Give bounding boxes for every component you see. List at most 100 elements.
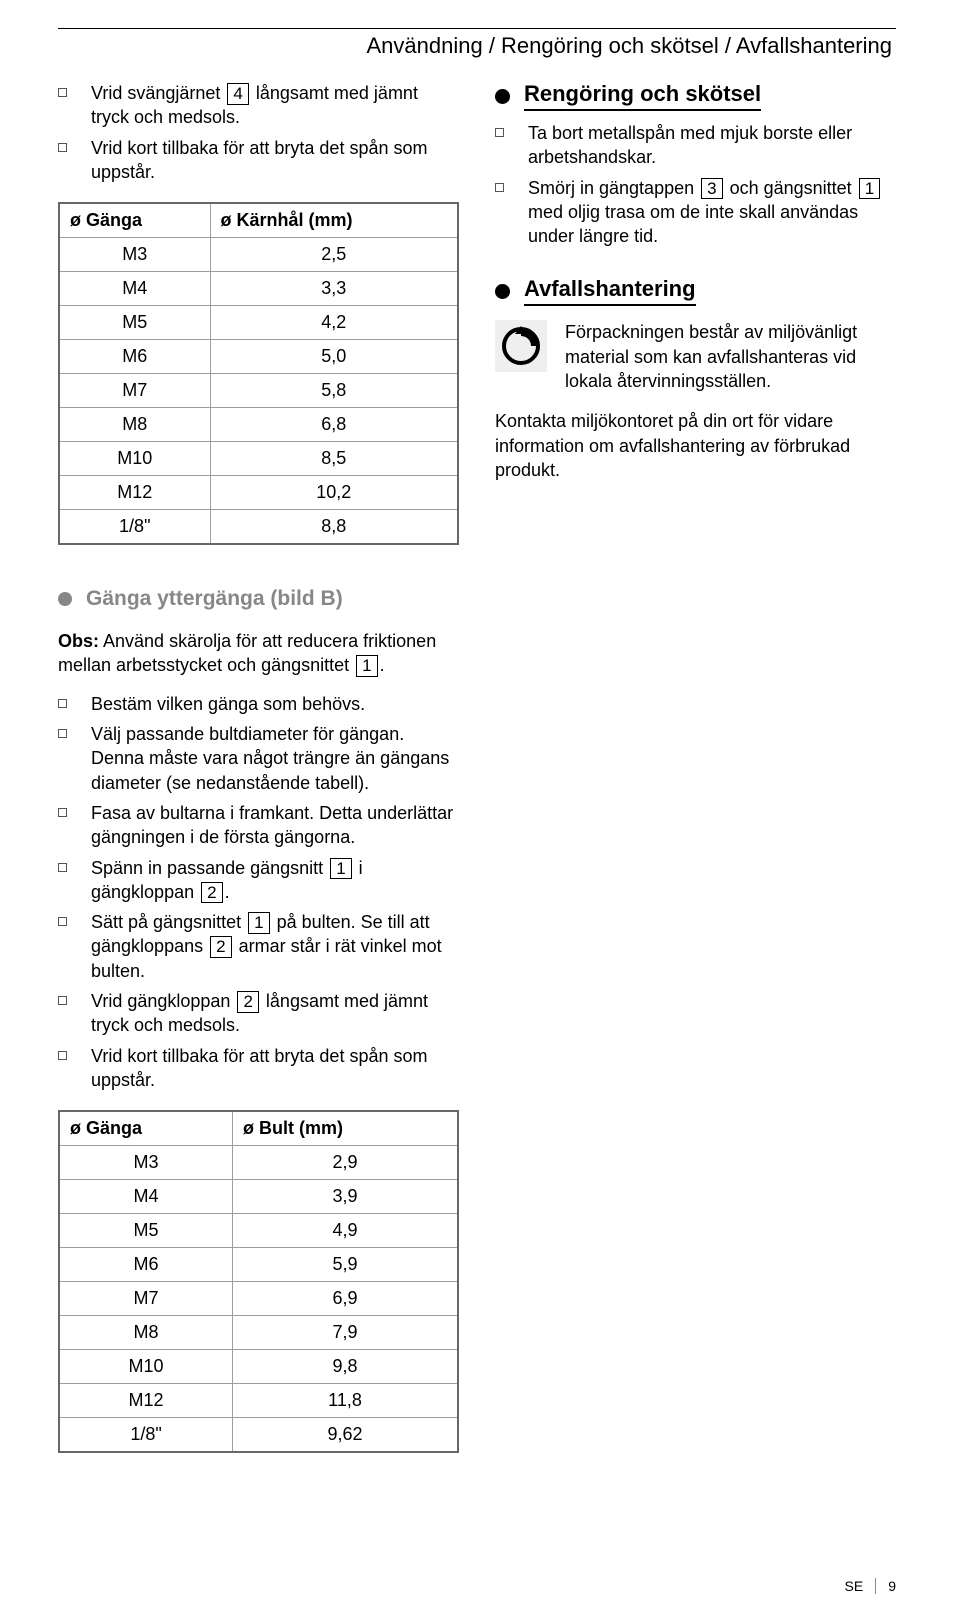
section-title-text: Avfallshantering (524, 276, 696, 306)
ref-box: 1 (330, 858, 351, 880)
table-cell: M8 (59, 408, 210, 442)
table-cell: M10 (59, 1350, 233, 1384)
table-header-cell: ø Bult (mm) (233, 1111, 458, 1146)
list-item-text: Bestäm vilken gänga som behövs. (91, 692, 459, 716)
table-cell: 1/8" (59, 1418, 233, 1453)
table-cell: M4 (59, 272, 210, 306)
table-cell: 6,9 (233, 1282, 458, 1316)
table-cell: 7,9 (233, 1316, 458, 1350)
list-item: Sätt på gängsnittet 1 på bulten. Se till… (58, 910, 459, 983)
list-item: Bestäm vilken gänga som behövs. (58, 692, 459, 716)
table-row: M87,9 (59, 1316, 458, 1350)
table-row: M108,5 (59, 442, 458, 476)
recycle-icon (495, 320, 547, 372)
table-cell: M4 (59, 1180, 233, 1214)
thread-core-hole-table: ø Gängaø Kärnhål (mm)M32,5M43,3M54,2M65,… (58, 202, 459, 545)
table-row: M1211,8 (59, 1384, 458, 1418)
table-header-cell: ø Gänga (59, 203, 210, 238)
list-item-text: Smörj in gängtappen 3 och gängsnittet 1 … (528, 176, 896, 249)
table-header-cell: ø Kärnhål (mm) (210, 203, 458, 238)
checkbox-marker-icon (58, 1051, 67, 1060)
obs-paragraph: Obs: Använd skärolja för att reducera fr… (58, 629, 459, 678)
list-item-text: Spänn in passande gängsnitt 1 i gängklop… (91, 856, 459, 905)
breadcrumb: Användning / Rengöring och skötsel / Avf… (58, 33, 896, 59)
table-row: M54,9 (59, 1214, 458, 1248)
list-item: Fasa av bultarna i framkant. Detta under… (58, 801, 459, 850)
table-row: M75,8 (59, 374, 458, 408)
table-cell: 1/8" (59, 510, 210, 545)
list-item-text: Ta bort metallspån med mjuk borste eller… (528, 121, 896, 170)
table-row: M54,2 (59, 306, 458, 340)
table-cell: 2,5 (210, 238, 458, 272)
list-item: Spänn in passande gängsnitt 1 i gängklop… (58, 856, 459, 905)
table-row: M43,9 (59, 1180, 458, 1214)
table-cell: 5,8 (210, 374, 458, 408)
table-cell: M12 (59, 476, 210, 510)
table-row: M1210,2 (59, 476, 458, 510)
ref-box: 1 (356, 655, 377, 677)
table-cell: M6 (59, 1248, 233, 1282)
checkbox-marker-icon (495, 128, 504, 137)
table-row: M76,9 (59, 1282, 458, 1316)
ref-box: 4 (227, 83, 248, 105)
section-title-text: Rengöring och skötsel (524, 81, 761, 111)
table-row: M43,3 (59, 272, 458, 306)
page: Användning / Rengöring och skötsel / Avf… (0, 0, 954, 1618)
ref-box: 2 (210, 936, 231, 958)
table-cell: 3,9 (233, 1180, 458, 1214)
ref-box: 2 (237, 991, 258, 1013)
top-rule (58, 28, 896, 29)
checkbox-marker-icon (58, 88, 67, 97)
table-row: 1/8"8,8 (59, 510, 458, 545)
table-cell: M7 (59, 1282, 233, 1316)
table-row: M109,8 (59, 1350, 458, 1384)
bullet-dot-icon (495, 284, 510, 299)
obs-label: Obs: (58, 631, 99, 651)
checkbox-marker-icon (58, 917, 67, 926)
table-row: M32,5 (59, 238, 458, 272)
section-heading-external-thread: Gänga yttergänga (bild B) (58, 587, 459, 611)
section-heading-disposal: Avfallshantering (495, 276, 896, 306)
checkbox-marker-icon (58, 729, 67, 738)
checkbox-marker-icon (58, 996, 67, 1005)
checkbox-marker-icon (58, 143, 67, 152)
list-item: Ta bort metallspån med mjuk borste eller… (495, 121, 896, 170)
table-cell: 10,2 (210, 476, 458, 510)
checkbox-marker-icon (495, 183, 504, 192)
list-item: Vrid kort tillbaka för att bryta det spå… (58, 1044, 459, 1093)
ref-box: 1 (248, 912, 269, 934)
checkbox-marker-icon (58, 699, 67, 708)
section-title-text: Gänga yttergänga (bild B) (86, 587, 343, 611)
table-cell: M10 (59, 442, 210, 476)
right-column: Rengöring och skötsel Ta bort metallspån… (495, 81, 896, 1453)
ref-box: 3 (701, 178, 722, 200)
list-item: Välj passande bultdiameter för gängan. D… (58, 722, 459, 795)
columns: Vrid svängjärnet 4 långsamt med jämnt tr… (58, 81, 896, 1453)
table-cell: M12 (59, 1384, 233, 1418)
table-cell: M3 (59, 238, 210, 272)
recycle-text: Förpackningen består av miljövänligt mat… (565, 320, 896, 393)
cleaning-bullet-list: Ta bort metallspån med mjuk borste eller… (495, 121, 896, 248)
table-cell: 8,5 (210, 442, 458, 476)
ref-box: 2 (201, 882, 222, 904)
ref-box: 1 (859, 178, 880, 200)
list-item: Vrid svängjärnet 4 långsamt med jämnt tr… (58, 81, 459, 130)
table-cell: M3 (59, 1146, 233, 1180)
table-cell: 2,9 (233, 1146, 458, 1180)
list-item-text: Vrid svängjärnet 4 långsamt med jämnt tr… (91, 81, 459, 130)
table-cell: 4,2 (210, 306, 458, 340)
list-item-text: Välj passande bultdiameter för gängan. D… (91, 722, 459, 795)
disposal-paragraph: Kontakta miljökontoret på din ort för vi… (495, 409, 896, 482)
table-cell: 11,8 (233, 1384, 458, 1418)
footer-page-number: 9 (888, 1578, 896, 1594)
list-item-text: Vrid kort tillbaka för att bryta det spå… (91, 1044, 459, 1093)
table-cell: 8,8 (210, 510, 458, 545)
table-cell: 5,0 (210, 340, 458, 374)
table-header-cell: ø Gänga (59, 1111, 233, 1146)
list-item-text: Vrid gängkloppan 2 långsamt med jämnt tr… (91, 989, 459, 1038)
table-cell: M7 (59, 374, 210, 408)
table-row: M32,9 (59, 1146, 458, 1180)
table-cell: 4,9 (233, 1214, 458, 1248)
list-item-text: Sätt på gängsnittet 1 på bulten. Se till… (91, 910, 459, 983)
table-row: M65,9 (59, 1248, 458, 1282)
